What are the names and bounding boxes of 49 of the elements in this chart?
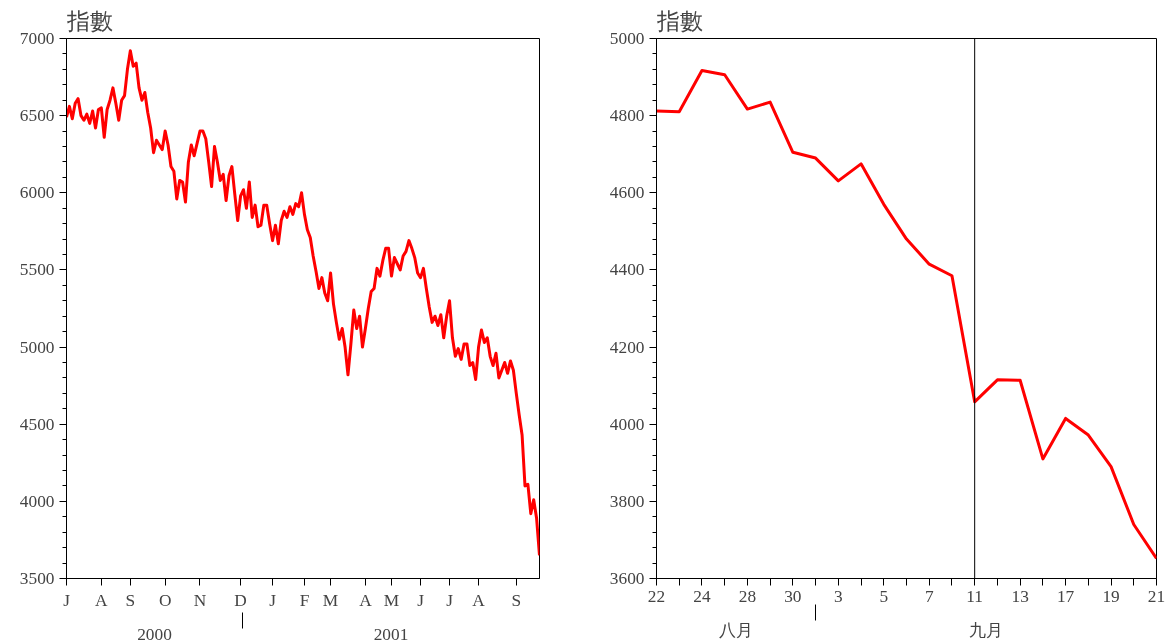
text: 2001 [373, 624, 409, 642]
x-tick-label: 3 [833, 586, 843, 606]
y-tick-label: 3800 [609, 491, 645, 511]
x-tick-label: 11 [966, 586, 984, 606]
y-tick-label: 3500 [19, 569, 55, 588]
x-tick-label: 24 [693, 586, 711, 606]
y-tick-label: 4400 [609, 260, 645, 280]
x-tick-label: 17 [1056, 586, 1075, 606]
x-tick-label: 28 [738, 586, 757, 606]
text: 八月 [719, 620, 754, 640]
y-tick-label: 6500 [19, 106, 55, 126]
x-tick-label: 22 [647, 586, 666, 606]
y-tick-label: 6000 [19, 183, 55, 203]
y-tick-label: 5500 [19, 260, 55, 280]
x-tick-label: F [299, 590, 310, 610]
text: 2000 [137, 624, 172, 642]
x-tick-label: J [269, 590, 277, 610]
x-tick-label: 21 [1147, 586, 1166, 606]
x-tick-label: 19 [1102, 586, 1120, 606]
y-tick-label: 4500 [19, 414, 55, 434]
x-tick-label: 7 [924, 586, 934, 606]
y-axis-title: 指數 [655, 7, 703, 34]
y-tick-label: 4000 [19, 491, 55, 511]
x-tick-label: A [472, 590, 486, 610]
x-tick-label: M [322, 590, 339, 610]
x-tick-label: S [511, 590, 522, 610]
y-tick-label: 7000 [19, 29, 55, 48]
x-tick-label: M [383, 590, 400, 610]
y-tick-label: 4200 [609, 337, 645, 357]
x-tick-label: A [359, 590, 373, 610]
x-tick-label: J [63, 590, 71, 610]
y-tick-label: 5000 [609, 29, 645, 48]
y-tick-label: 4800 [609, 106, 645, 126]
y-tick-label: 3600 [609, 569, 645, 588]
x-tick-label: J [417, 590, 425, 610]
text: 九月 [969, 620, 1004, 640]
y-tick-label: 4600 [609, 183, 645, 203]
x-tick-label: O [158, 590, 172, 610]
x-tick-label: D [234, 590, 247, 610]
y-tick-label: 4000 [609, 414, 645, 434]
x-tick-label: N [193, 590, 207, 610]
x-tick-label: 13 [1011, 586, 1029, 606]
y-axis-title: 指數 [65, 7, 113, 34]
x-tick-label: 5 [879, 586, 889, 606]
x-tick-label: 30 [784, 586, 802, 606]
x-tick-label: J [446, 590, 454, 610]
y-tick-label: 5000 [19, 337, 55, 357]
x-tick-label: A [95, 590, 109, 610]
x-tick-label: S [125, 590, 136, 610]
